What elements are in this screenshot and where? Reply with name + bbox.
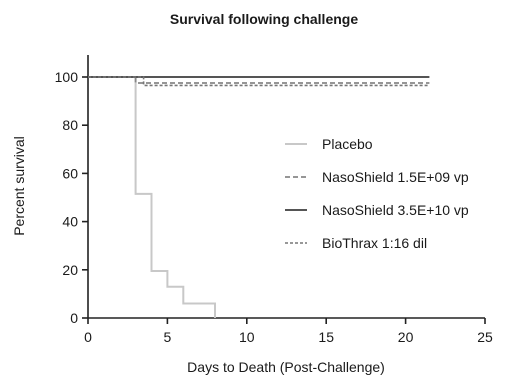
x-tick-label: 10 [239,329,255,345]
axes [87,55,485,319]
y-tick-label: 20 [62,262,78,278]
y-tick-label: 0 [70,310,78,326]
y-axis-label: Percent survival [11,136,27,236]
y-tick-label: 40 [62,214,78,230]
y-tick-label: 60 [62,165,78,181]
legend-label-1: Placebo [322,136,373,152]
chart-title: Survival following challenge [170,11,358,27]
legend-label-4: BioThrax 1:16 dil [322,235,427,251]
legend-label-2: NasoShield 1.5E+09 vp [322,169,469,185]
series-lines [88,76,430,318]
y-ticks: 0 20 40 60 80 100 [55,69,88,326]
series-line-2 [88,76,430,84]
x-tick-label: 0 [84,329,92,345]
x-axis-label: Days to Death (Post-Challenge) [187,359,385,375]
y-tick-label: 80 [62,117,78,133]
x-tick-label: 5 [164,329,172,345]
x-tick-label: 25 [477,329,493,345]
y-tick-label: 100 [55,69,79,85]
x-tick-label: 15 [318,329,334,345]
x-tick-label: 20 [398,329,414,345]
series-line-4 [88,76,430,87]
series-line-1 [88,76,216,318]
x-ticks: 0 5 10 15 20 25 [84,318,493,345]
legend-label-3: NasoShield 3.5E+10 vp [322,202,469,218]
legend: Placebo NasoShield 1.5E+09 vp NasoShield 3… [285,136,469,251]
